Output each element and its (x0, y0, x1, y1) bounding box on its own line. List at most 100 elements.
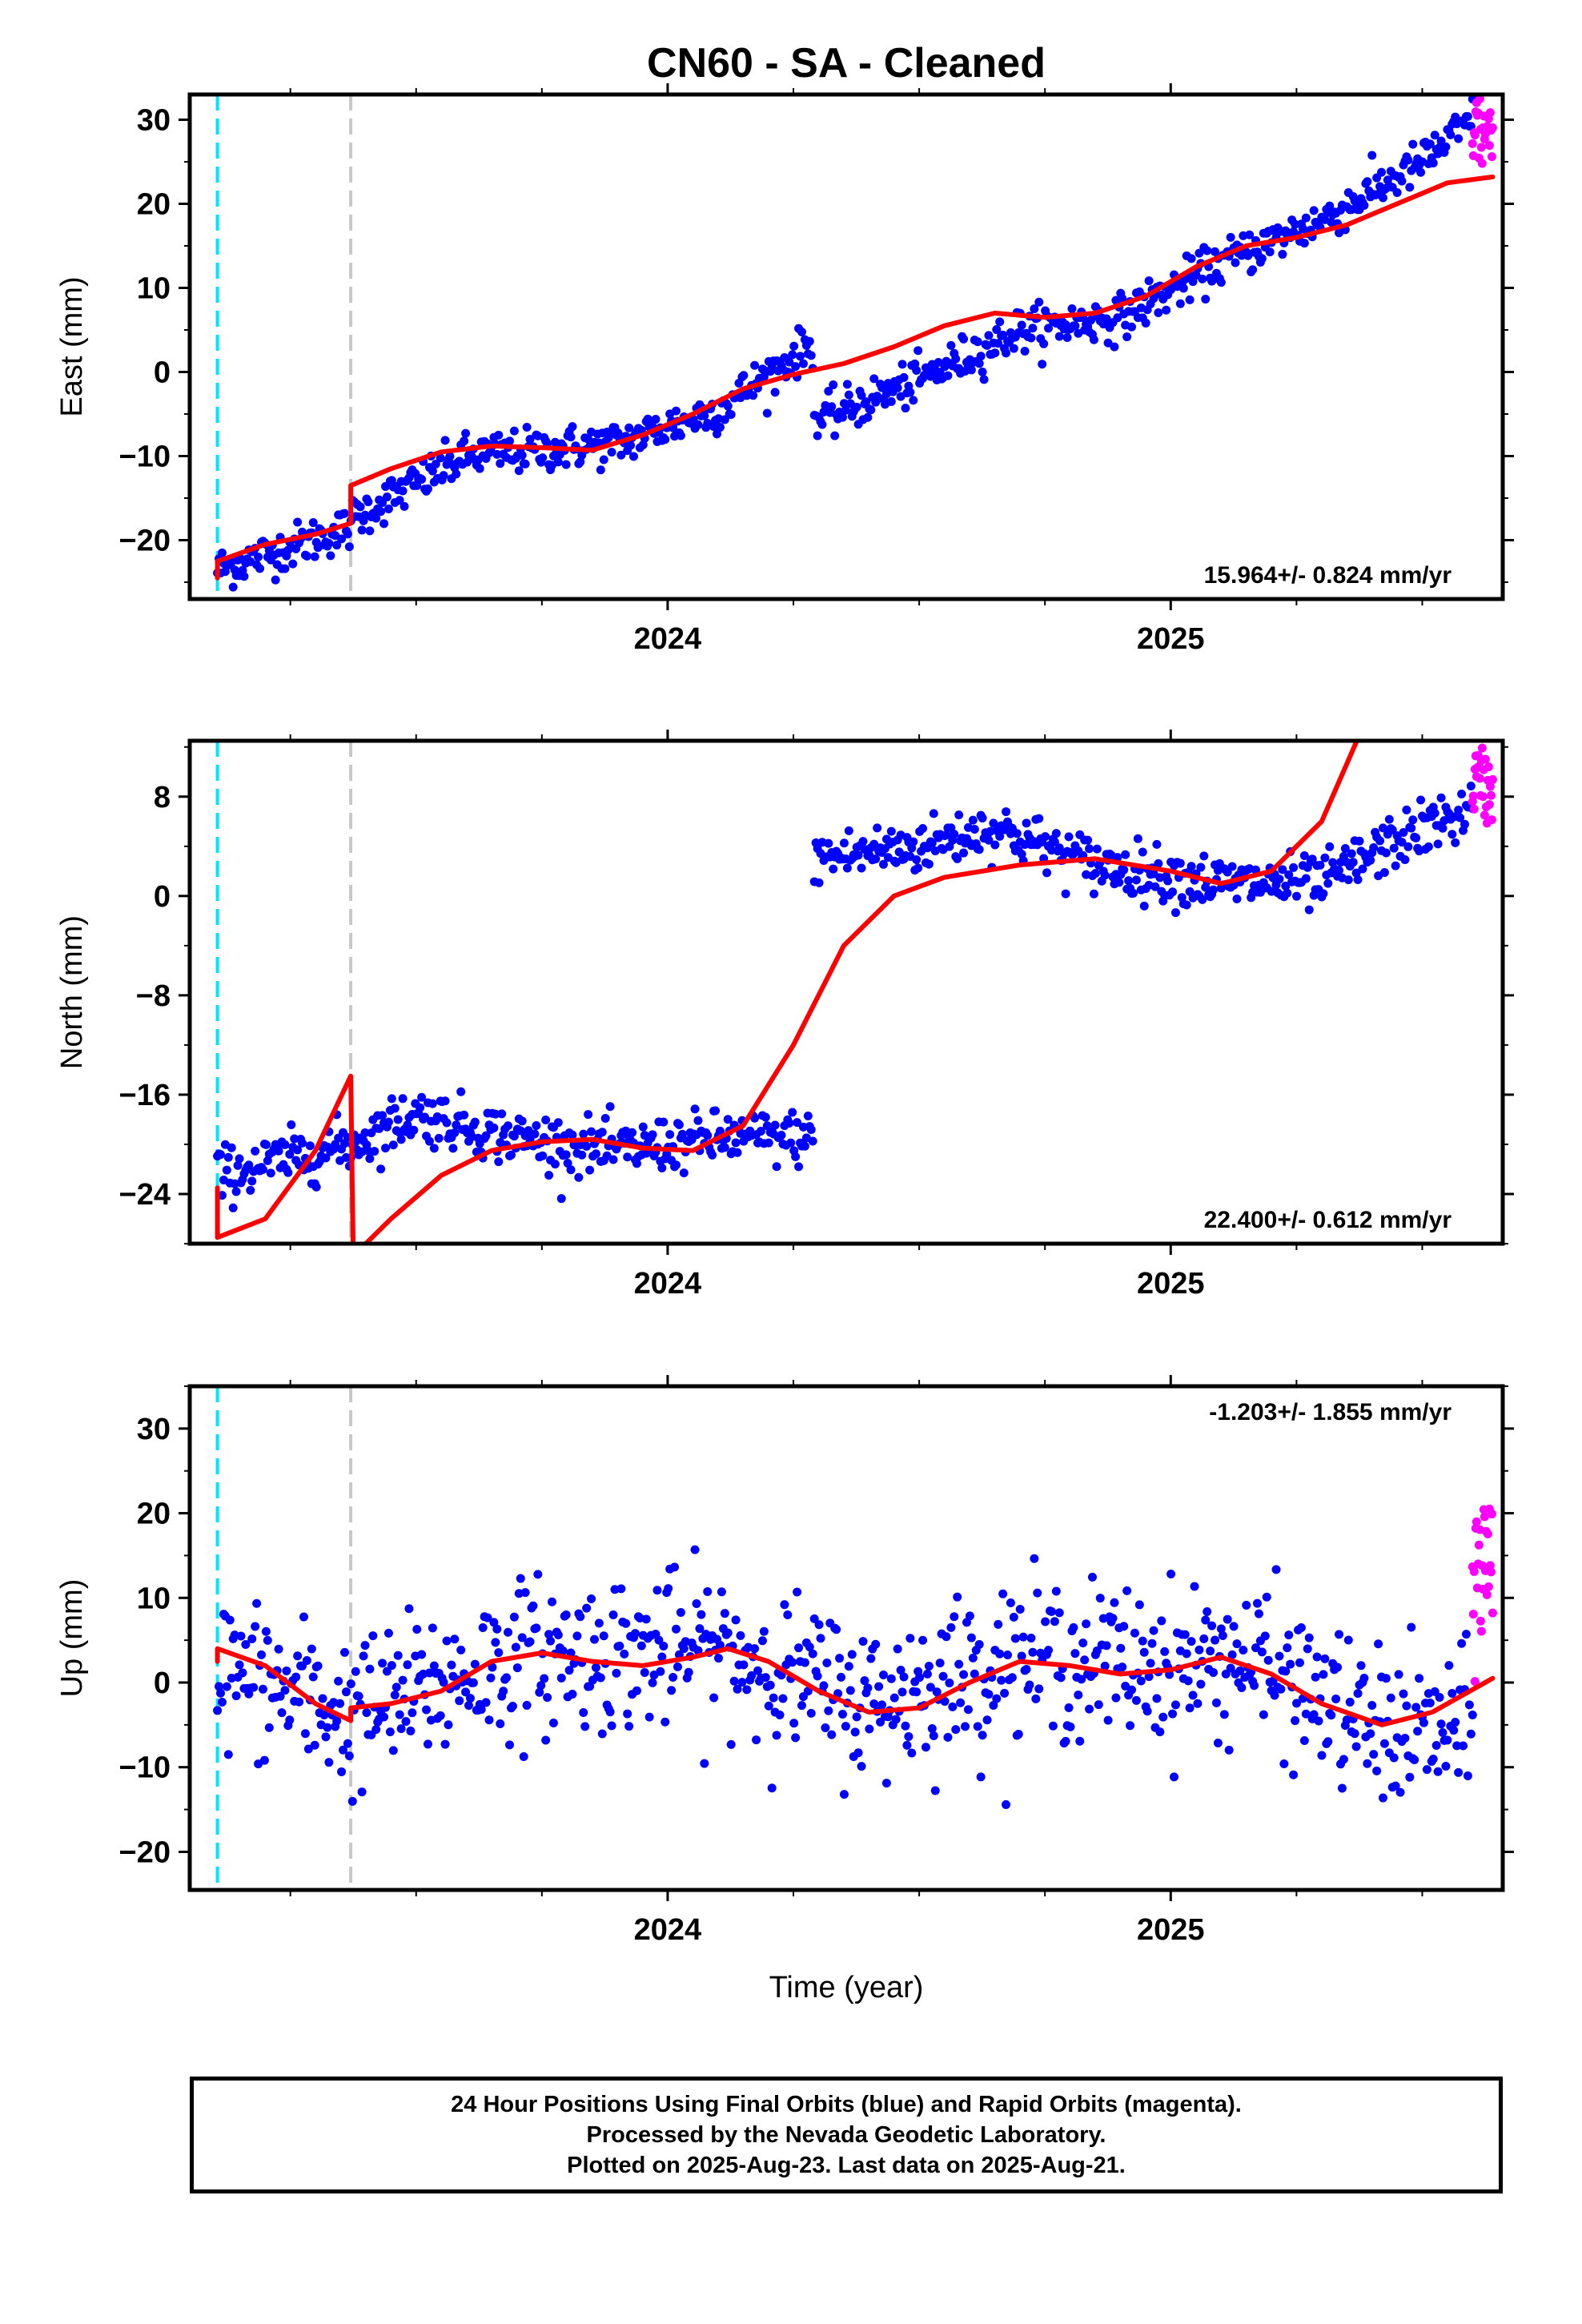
final-orbit-point (640, 1667, 649, 1677)
final-orbit-point (290, 1134, 299, 1144)
final-orbit-point (1002, 807, 1011, 817)
y-tick-label: −8 (136, 979, 171, 1013)
final-orbit-point (1415, 1674, 1424, 1683)
final-orbit-point (1146, 1659, 1155, 1668)
final-orbit-point (1116, 1643, 1126, 1653)
final-orbit-point (546, 1636, 556, 1646)
final-orbit-point (574, 1172, 584, 1182)
final-orbit-point (901, 404, 910, 413)
final-orbit-point (1263, 1655, 1273, 1665)
x-tick-label: 2025 (1137, 1913, 1205, 1947)
final-orbit-point (416, 1103, 425, 1112)
final-orbit-point (1085, 1704, 1094, 1714)
final-orbit-point (786, 1138, 796, 1148)
final-orbit-point (1279, 1759, 1289, 1768)
final-orbit-point (798, 359, 808, 368)
final-orbit-point (464, 1701, 473, 1711)
final-orbit-point (1038, 360, 1047, 369)
final-orbit-point (1136, 1676, 1146, 1686)
final-orbit-point (978, 368, 987, 377)
final-orbit-point (1366, 855, 1375, 865)
final-orbit-point (596, 465, 605, 475)
final-orbit-point (1301, 1709, 1311, 1719)
final-orbit-point (1309, 1710, 1319, 1719)
final-orbit-point (1407, 1622, 1416, 1632)
final-orbit-point (280, 1140, 290, 1149)
final-orbit-point (669, 1672, 678, 1682)
final-orbit-point (1118, 1663, 1127, 1672)
final-orbit-point (300, 1729, 310, 1739)
final-orbit-point (832, 1625, 841, 1634)
final-orbit-point (591, 1149, 600, 1159)
final-orbit-point (1296, 1622, 1306, 1632)
final-orbit-point (995, 831, 1005, 841)
final-orbit-point (379, 1712, 389, 1722)
final-orbit-point (973, 337, 982, 347)
y-tick-label: 30 (137, 1413, 171, 1446)
final-orbit-point (1363, 177, 1372, 187)
final-orbit-point (256, 1650, 266, 1659)
final-orbit-point (672, 1624, 681, 1634)
final-orbit-point (1384, 814, 1394, 824)
final-orbit-point (452, 1120, 461, 1130)
final-orbit-point (1463, 111, 1472, 121)
final-orbit-point (1411, 833, 1421, 842)
final-orbit-point (360, 1128, 370, 1137)
final-orbit-point (1433, 1767, 1443, 1776)
final-orbit-point (291, 1672, 301, 1682)
final-orbit-point (428, 466, 437, 476)
final-orbit-point (1069, 1622, 1078, 1632)
final-orbit-point (950, 830, 959, 839)
final-orbit-point (711, 1106, 721, 1116)
final-orbit-point (893, 383, 902, 392)
final-orbit-point (568, 422, 577, 432)
final-orbit-point (324, 1758, 334, 1767)
final-orbit-point (261, 1140, 271, 1149)
final-orbit-point (871, 1639, 881, 1649)
final-orbit-point (1446, 130, 1456, 139)
final-orbit-point (450, 1634, 460, 1644)
final-orbit-point (940, 1696, 950, 1706)
final-orbit-point (509, 426, 519, 436)
final-orbit-point (749, 391, 758, 400)
final-orbit-point (814, 878, 824, 887)
final-orbit-point (440, 1739, 450, 1749)
final-orbit-point (793, 1587, 802, 1597)
final-orbit-point (448, 1144, 458, 1153)
final-orbit-point (308, 518, 318, 528)
final-orbit-point (1122, 1586, 1132, 1595)
final-orbit-point (354, 1691, 363, 1701)
final-orbit-point (1051, 829, 1061, 838)
final-orbit-point (1141, 318, 1150, 328)
final-orbit-point (896, 1665, 905, 1675)
final-orbit-point (388, 1746, 398, 1755)
final-orbit-point (1399, 1689, 1408, 1699)
final-orbit-point (1138, 847, 1147, 857)
final-orbit-point (1403, 155, 1413, 165)
y-tick-label: −20 (119, 525, 171, 558)
final-orbit-point (819, 1681, 829, 1691)
final-orbit-point (277, 1708, 287, 1718)
final-orbit-point (519, 1751, 528, 1761)
plot-frame (187, 92, 1505, 601)
final-orbit-point (489, 1123, 499, 1132)
final-orbit-point (1034, 814, 1044, 823)
final-orbit-point (1245, 230, 1255, 239)
final-orbit-point (332, 1716, 342, 1726)
final-orbit-point (770, 388, 780, 397)
x-axis-title: Time (year) (769, 1971, 924, 2004)
final-orbit-point (713, 429, 722, 439)
final-orbit-point (713, 1654, 723, 1663)
final-orbit-point (541, 1116, 551, 1125)
final-orbit-point (813, 431, 822, 440)
final-orbit-point (420, 1112, 430, 1122)
final-orbit-point (517, 1116, 527, 1126)
final-orbit-point (1395, 1787, 1405, 1797)
final-orbit-point (222, 1682, 231, 1691)
final-orbit-point (436, 1711, 445, 1720)
final-orbit-point (1435, 1692, 1444, 1702)
final-orbit-point (657, 1163, 667, 1172)
final-orbit-point (842, 863, 852, 873)
final-orbit-point (1242, 1600, 1251, 1610)
final-orbit-point (280, 1686, 290, 1695)
